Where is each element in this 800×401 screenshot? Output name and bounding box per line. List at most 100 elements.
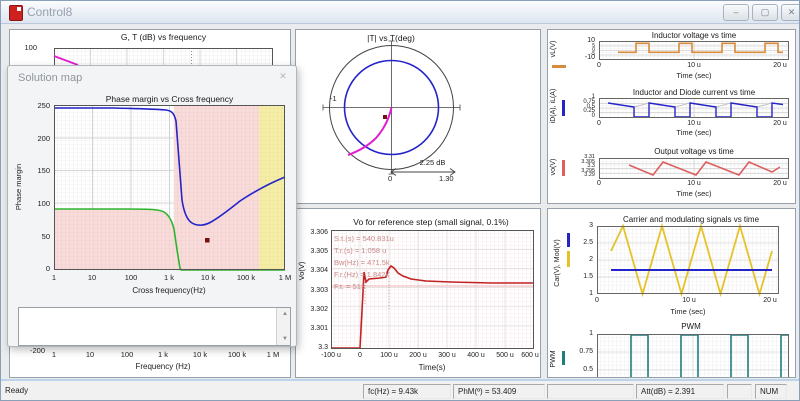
step-y-tick: 3.304 — [310, 267, 328, 274]
step-response-curve — [331, 264, 534, 349]
polar-scale-arrow — [390, 168, 456, 176]
polar-scale-zero: 0 — [388, 174, 393, 183]
scroll-up-icon[interactable]: ▲ — [282, 311, 288, 317]
vl-y-label: vL(V) — [550, 40, 557, 58]
vl-title: Inductor voltage vs time — [651, 31, 737, 40]
il-title: Inductor and Diode current vs time — [632, 88, 756, 97]
dialog-title: Solution map — [18, 72, 83, 84]
car-x-tick: 0 — [595, 297, 599, 304]
il-y-label: iD(A), iL(A) — [550, 88, 557, 124]
sm-x-tick: 100 — [124, 273, 138, 282]
sm-y-tick: 200 — [37, 134, 50, 143]
unit-circle — [343, 59, 440, 156]
il-legend-bar — [562, 100, 565, 116]
polar-panel — [295, 29, 541, 204]
bode-x-tick: 100 — [120, 350, 134, 359]
step-y-tick: 3.305 — [310, 248, 328, 255]
vo-y-tick: 3.31 — [584, 154, 595, 160]
step-plot — [331, 230, 534, 349]
step-x-label: Time(s) — [418, 363, 446, 372]
vl-x-label: Time (sec) — [676, 71, 712, 80]
forbidden-region-high — [174, 105, 259, 270]
step-x-tick: 0 — [358, 352, 362, 359]
car-x-label: Time (sec) — [670, 307, 706, 316]
status-empty-segment — [547, 384, 634, 399]
pwm-title: PWM — [681, 322, 701, 331]
car-plot — [597, 222, 779, 298]
il-x-tick: 10 u — [687, 120, 701, 127]
bode-x-label: Frequency (Hz) — [135, 362, 191, 371]
sm-y-tick: 100 — [37, 199, 50, 208]
solution-map-y-label: Phase margin — [14, 163, 23, 211]
sm-x-tick: 1 — [51, 273, 57, 282]
step-annotation: F.r.(Hz) = 1.842k — [334, 270, 390, 279]
bode-x-tick: 1 k — [157, 350, 168, 359]
vl-y-tick: -10 — [584, 54, 595, 61]
sm-x-tick: 100 k — [236, 273, 256, 282]
polar-title: |T| vs T(deg) — [367, 33, 415, 43]
pwm-legend-bar — [562, 351, 565, 365]
step-y-tick: 3.306 — [310, 229, 328, 236]
app-icon — [9, 5, 23, 21]
step-x-tick: 400 u — [467, 352, 485, 359]
vo-y-tick: 3.295 — [581, 167, 595, 174]
car-y-label: Car(V), Mod(V) — [554, 239, 561, 287]
forbidden-region-low — [54, 209, 181, 270]
il-x-tick: 20 u — [773, 120, 787, 127]
vo-y-tick: 3.305 — [581, 158, 595, 165]
bode-x-tick: 10 — [85, 350, 95, 359]
vo-plot — [599, 158, 789, 179]
step-x-tick: 200 u — [409, 352, 427, 359]
step-annotation: T.r.(s) = 1.058 u — [334, 246, 387, 255]
polar-scale-max: 1.30 — [439, 174, 454, 183]
loop-gain-locus — [347, 107, 393, 156]
phase-margin-lower-limit — [54, 208, 285, 271]
vl-x-tick: 0 — [597, 62, 601, 69]
close-button-icon[interactable]: ✕ — [781, 4, 799, 21]
status-ready: Ready — [5, 386, 29, 395]
status-num: NUM — [755, 384, 787, 399]
scroll-down-icon[interactable]: ▼ — [282, 336, 288, 342]
sm-x-tick: 1 k — [163, 273, 174, 282]
bode-x-tick: 10 k — [192, 350, 208, 359]
vl-y-tick: 10 — [587, 37, 595, 44]
minimize-button-icon[interactable]: – — [723, 4, 749, 21]
sm-y-tick: 150 — [37, 166, 50, 175]
step-x-tick: 500 u — [496, 352, 514, 359]
car-legend-bar-mod — [567, 233, 570, 247]
pwm-plot — [597, 334, 789, 377]
il-y-tick: 1 — [591, 94, 595, 100]
inductor-voltage-wave — [618, 42, 783, 54]
solutions-listbox[interactable]: ▲ ▼ — [18, 307, 291, 346]
status-empty-segment — [727, 384, 752, 399]
solution-map-dialog: Solution map ✕ Phase margin vs Cross fre… — [7, 65, 297, 347]
car-x-tick: 10 u — [682, 297, 696, 304]
solution-map-plot[interactable] — [54, 105, 286, 271]
il-x-label: Time (sec) — [676, 128, 712, 137]
vo-y-tick: 3.29 — [584, 172, 595, 178]
dialog-close-icon[interactable]: ✕ — [279, 71, 287, 81]
car-x-tick: 20 u — [763, 297, 777, 304]
bode-x-tick: 100 k — [227, 350, 247, 359]
il-y-tick: 0.75 — [583, 99, 595, 105]
inductor-current-wave — [633, 102, 773, 108]
vl-x-tick: 10 u — [687, 62, 701, 69]
step-y-tick: 3.3 — [318, 344, 328, 351]
vo-x-label: Time (sec) — [676, 189, 712, 198]
status-phm: PhM(º) = 53.409 — [453, 384, 545, 399]
listbox-scrollbar[interactable]: ▲ ▼ — [276, 308, 290, 345]
gain-curve — [53, 55, 79, 66]
vo-x-tick: 0 — [597, 180, 601, 187]
vo-x-tick: 20 u — [773, 180, 787, 187]
step-y-tick: 3.302 — [310, 306, 328, 313]
polar-gain-label: 2.25 dB — [419, 158, 446, 167]
vo-title: Output voltage vs time — [654, 147, 734, 156]
step-x-tick: 600 u — [521, 352, 539, 359]
car-y-tick: 1 — [589, 290, 593, 297]
sm-x-tick: 10 — [87, 273, 97, 282]
maximize-button-icon[interactable]: ▢ — [752, 4, 778, 21]
vo-legend-bar — [562, 160, 565, 176]
bode-y-tick: 100 — [24, 43, 37, 52]
pwm-y-label: PWM — [550, 350, 557, 368]
